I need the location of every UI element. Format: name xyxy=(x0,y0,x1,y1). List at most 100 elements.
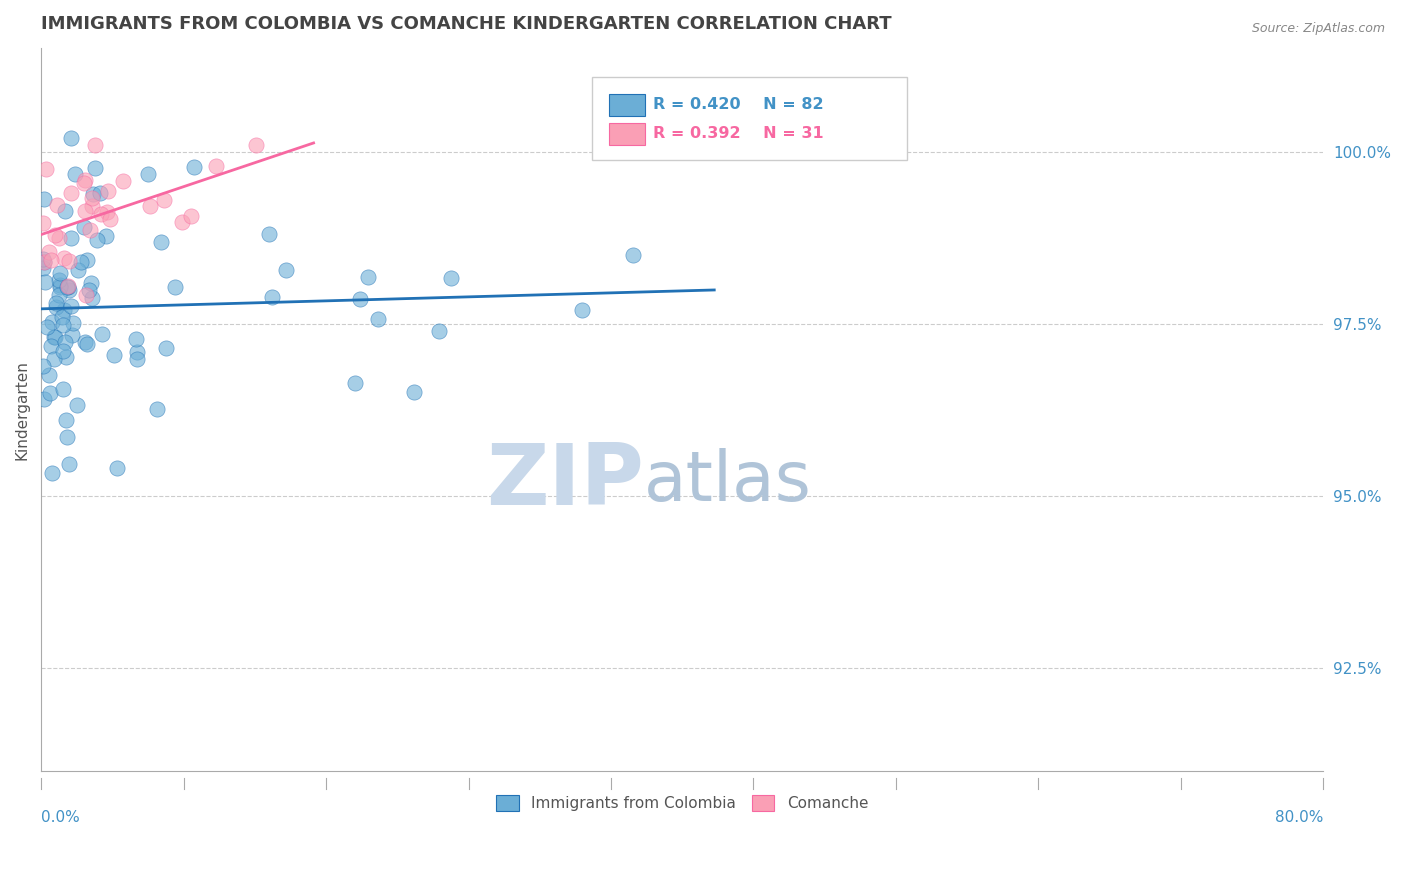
Point xyxy=(96,205,118,219)
Point xyxy=(150,235,173,249)
Point xyxy=(35,161,58,176)
Point xyxy=(170,214,193,228)
Point xyxy=(90,207,112,221)
Point xyxy=(41,315,63,329)
Point xyxy=(45,301,67,315)
Point xyxy=(276,262,298,277)
Point xyxy=(621,248,644,262)
Point xyxy=(53,335,76,350)
Point xyxy=(58,254,80,268)
Text: Source: ZipAtlas.com: Source: ZipAtlas.com xyxy=(1251,22,1385,36)
Point xyxy=(51,310,73,325)
Point xyxy=(32,255,55,269)
FancyBboxPatch shape xyxy=(592,78,907,161)
Point xyxy=(125,332,148,346)
Point xyxy=(32,216,55,230)
Point xyxy=(66,263,89,277)
Point xyxy=(31,260,53,275)
Point xyxy=(48,272,70,286)
Point xyxy=(41,466,63,480)
Point xyxy=(53,302,76,317)
Point xyxy=(55,350,77,364)
Point xyxy=(45,296,67,310)
Point xyxy=(34,192,56,206)
Point xyxy=(39,252,62,267)
Text: R = 0.392    N = 31: R = 0.392 N = 31 xyxy=(652,126,824,141)
Point xyxy=(97,184,120,198)
Text: 0.0%: 0.0% xyxy=(41,811,80,825)
Point xyxy=(86,233,108,247)
Point xyxy=(60,327,83,342)
Point xyxy=(367,312,389,326)
Point xyxy=(70,255,93,269)
Point xyxy=(80,291,103,305)
Point xyxy=(56,430,79,444)
Point xyxy=(75,288,97,302)
Point xyxy=(83,137,105,152)
Point xyxy=(357,269,380,284)
Point xyxy=(73,203,96,218)
Point xyxy=(260,290,283,304)
Point xyxy=(56,278,79,293)
Point xyxy=(139,199,162,213)
Point xyxy=(76,336,98,351)
Text: atlas: atlas xyxy=(644,449,811,516)
Point xyxy=(39,339,62,353)
Point xyxy=(96,228,118,243)
Point xyxy=(73,220,96,235)
Point xyxy=(82,190,104,204)
Text: R = 0.420    N = 82: R = 0.420 N = 82 xyxy=(652,97,824,112)
Point xyxy=(32,392,55,407)
Point xyxy=(79,223,101,237)
Point xyxy=(349,292,371,306)
Point xyxy=(112,174,135,188)
Point xyxy=(404,384,426,399)
Point xyxy=(48,288,70,302)
Point xyxy=(165,280,187,294)
Point xyxy=(35,320,58,334)
Point xyxy=(204,159,226,173)
Point xyxy=(38,245,60,260)
Point xyxy=(62,316,84,330)
Text: 80.0%: 80.0% xyxy=(1275,811,1323,825)
Point xyxy=(155,341,177,355)
Point xyxy=(257,227,280,241)
Point xyxy=(344,376,367,390)
Point xyxy=(48,266,70,280)
Point xyxy=(105,461,128,475)
Point xyxy=(127,351,149,366)
Point xyxy=(55,280,77,294)
Point xyxy=(138,167,160,181)
Legend: Immigrants from Colombia, Comanche: Immigrants from Colombia, Comanche xyxy=(491,789,875,817)
Point xyxy=(52,318,75,333)
Point xyxy=(38,368,60,383)
Point xyxy=(146,401,169,416)
Point xyxy=(49,278,72,293)
Point xyxy=(48,231,70,245)
Text: ZIP: ZIP xyxy=(486,441,644,524)
Point xyxy=(427,324,450,338)
Point xyxy=(55,413,77,427)
Point xyxy=(32,359,55,373)
Point xyxy=(77,283,100,297)
Point xyxy=(80,199,103,213)
Point xyxy=(32,255,55,269)
Point xyxy=(73,172,96,186)
Point xyxy=(98,211,121,226)
Point xyxy=(52,344,75,359)
Point xyxy=(76,252,98,267)
Y-axis label: Kindergarten: Kindergarten xyxy=(15,359,30,459)
Point xyxy=(46,198,69,212)
Point xyxy=(42,351,65,366)
Point xyxy=(42,330,65,344)
Point xyxy=(53,204,76,219)
Point xyxy=(59,300,82,314)
Point xyxy=(439,271,461,285)
Point xyxy=(44,227,66,242)
Text: IMMIGRANTS FROM COLOMBIA VS COMANCHE KINDERGARTEN CORRELATION CHART: IMMIGRANTS FROM COLOMBIA VS COMANCHE KIN… xyxy=(41,15,891,33)
Point xyxy=(59,230,82,244)
Point xyxy=(52,382,75,396)
Point xyxy=(59,186,82,200)
Bar xyxy=(609,123,645,145)
Point xyxy=(103,348,125,362)
